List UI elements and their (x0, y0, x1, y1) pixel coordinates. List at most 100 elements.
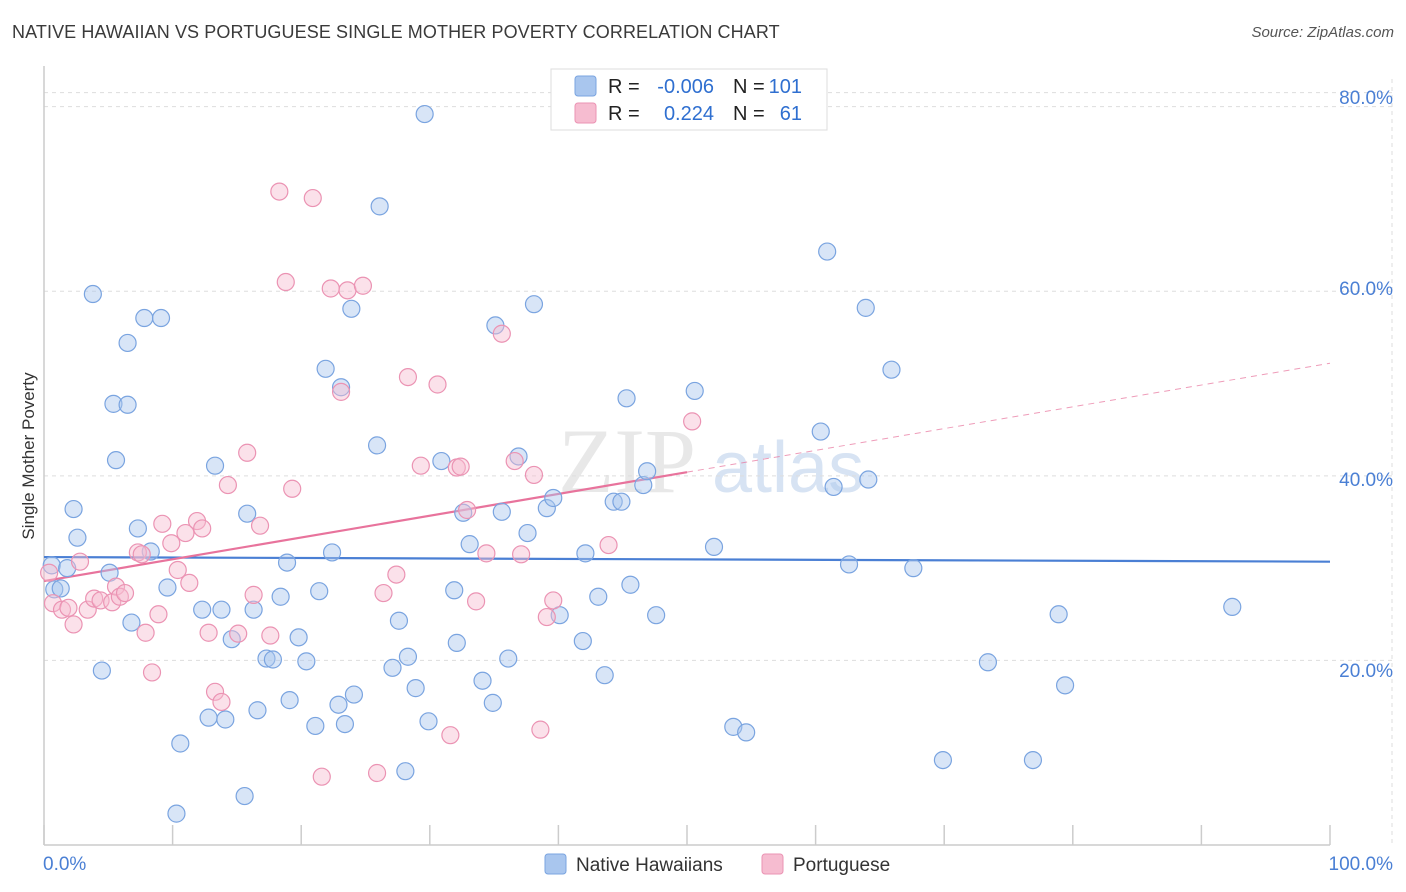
bottom-legend-label-portuguese: Portuguese (793, 855, 890, 876)
point-portuguese-46 (398, 367, 418, 387)
point-portuguese-14 (132, 545, 151, 564)
point-portuguese-52 (457, 500, 477, 520)
bottom-legend-swatch-native-hawaiians (544, 853, 567, 875)
point-native-hawaiians-60 (460, 535, 479, 554)
point-portuguese-31 (244, 585, 263, 604)
point-native-hawaiians-98 (1049, 605, 1068, 624)
point-native-hawaiians-20 (167, 804, 186, 823)
point-native-hawaiians-42 (329, 695, 348, 714)
point-portuguese-42 (353, 276, 373, 295)
point-native-hawaiians-17 (151, 308, 171, 328)
point-portuguese-19 (162, 534, 181, 553)
point-portuguese-49 (441, 726, 460, 745)
point-native-hawaiians-89 (824, 477, 843, 497)
point-native-hawaiians-51 (396, 762, 415, 781)
point-native-hawaiians-57 (445, 581, 464, 600)
point-portuguese-43 (367, 763, 387, 783)
point-native-hawaiians-82 (647, 606, 666, 625)
point-native-hawaiians-40 (316, 359, 335, 378)
y-axis-title: Single Mother Poverty (19, 372, 38, 540)
point-native-hawaiians-69 (537, 499, 556, 518)
point-native-hawaiians-39 (310, 582, 329, 601)
point-portuguese-55 (492, 324, 511, 343)
point-native-hawaiians-72 (573, 631, 592, 651)
point-native-hawaiians-94 (904, 559, 923, 578)
point-portuguese-44 (374, 583, 393, 603)
point-portuguese-4 (64, 615, 83, 634)
point-portuguese-36 (283, 479, 302, 498)
point-native-hawaiians-37 (297, 652, 316, 671)
point-portuguese-34 (270, 182, 289, 201)
legend-swatch-native-hawaiians (574, 75, 597, 97)
point-portuguese-18 (153, 514, 172, 533)
point-native-hawaiians-33 (271, 587, 290, 606)
point-native-hawaiians-67 (518, 523, 537, 543)
point-native-hawaiians-90 (839, 555, 859, 574)
point-native-hawaiians-5 (68, 528, 87, 547)
y-tick-label-40: 40.0% (1339, 470, 1393, 491)
point-native-hawaiians-77 (612, 492, 631, 511)
point-native-hawaiians-88 (818, 242, 837, 261)
trend-line-native-hawaiians (43, 555, 1331, 563)
point-portuguese-3 (59, 598, 78, 617)
point-portuguese-57 (512, 545, 531, 564)
legend-n-value-portuguese: 61 (780, 103, 802, 125)
point-portuguese-17 (149, 605, 168, 624)
point-native-hawaiians-48 (370, 197, 389, 216)
point-native-hawaiians-27 (235, 786, 254, 806)
point-native-hawaiians-55 (419, 712, 438, 731)
x-tick-label-min: 0.0% (43, 854, 86, 875)
point-native-hawaiians-83 (685, 381, 704, 401)
point-native-hawaiians-92 (859, 470, 878, 489)
point-portuguese-35 (276, 272, 295, 292)
point-portuguese-58 (524, 465, 544, 485)
point-native-hawaiians-54 (415, 104, 434, 124)
point-native-hawaiians-0 (42, 556, 61, 575)
point-portuguese-33 (261, 626, 280, 645)
point-native-hawaiians-95 (933, 750, 953, 770)
legend-r-label-portuguese: R = (608, 103, 640, 125)
point-portuguese-32 (250, 516, 270, 535)
point-native-hawaiians-56 (432, 451, 451, 471)
point-native-hawaiians-76 (604, 492, 623, 511)
legend-n-label-native-hawaiians: N = (733, 76, 765, 98)
point-native-hawaiians-73 (576, 544, 595, 563)
point-portuguese-30 (238, 443, 257, 462)
point-portuguese-26 (205, 682, 225, 701)
point-native-hawaiians-36 (289, 628, 308, 647)
point-portuguese-12 (115, 583, 135, 603)
point-native-hawaiians-45 (342, 299, 361, 318)
legend-r-label-native-hawaiians: R = (608, 76, 640, 98)
point-native-hawaiians-15 (135, 308, 154, 328)
point-native-hawaiians-93 (882, 360, 901, 379)
axis-layer (43, 66, 1331, 846)
point-native-hawaiians-38 (306, 716, 325, 736)
point-native-hawaiians-19 (171, 734, 190, 753)
point-native-hawaiians-62 (483, 693, 502, 712)
point-portuguese-61 (544, 591, 563, 610)
point-native-hawaiians-12 (118, 333, 137, 353)
point-native-hawaiians-29 (244, 600, 263, 619)
point-native-hawaiians-64 (492, 502, 511, 521)
point-native-hawaiians-86 (737, 723, 756, 742)
point-portuguese-54 (477, 544, 496, 563)
bottom-legend-swatch-portuguese (761, 853, 784, 875)
point-portuguese-21 (176, 523, 195, 543)
point-portuguese-2 (52, 600, 72, 619)
series-portuguese-points (40, 182, 702, 786)
point-native-hawaiians-70 (544, 488, 563, 508)
y-tick-label-60: 60.0% (1339, 279, 1393, 300)
point-portuguese-63 (683, 412, 702, 431)
point-native-hawaiians-11 (118, 395, 137, 414)
point-native-hawaiians-28 (238, 504, 257, 523)
y-tick-label-20: 20.0% (1339, 661, 1393, 682)
chart-title: NATIVE HAWAIIAN VS PORTUGUESE SINGLE MOT… (12, 22, 780, 42)
point-portuguese-8 (91, 591, 110, 610)
point-native-hawaiians-65 (499, 649, 518, 668)
point-native-hawaiians-32 (263, 650, 283, 669)
point-native-hawaiians-14 (128, 519, 147, 538)
point-native-hawaiians-99 (1055, 676, 1075, 695)
point-native-hawaiians-22 (199, 708, 218, 727)
point-native-hawaiians-47 (367, 436, 387, 455)
